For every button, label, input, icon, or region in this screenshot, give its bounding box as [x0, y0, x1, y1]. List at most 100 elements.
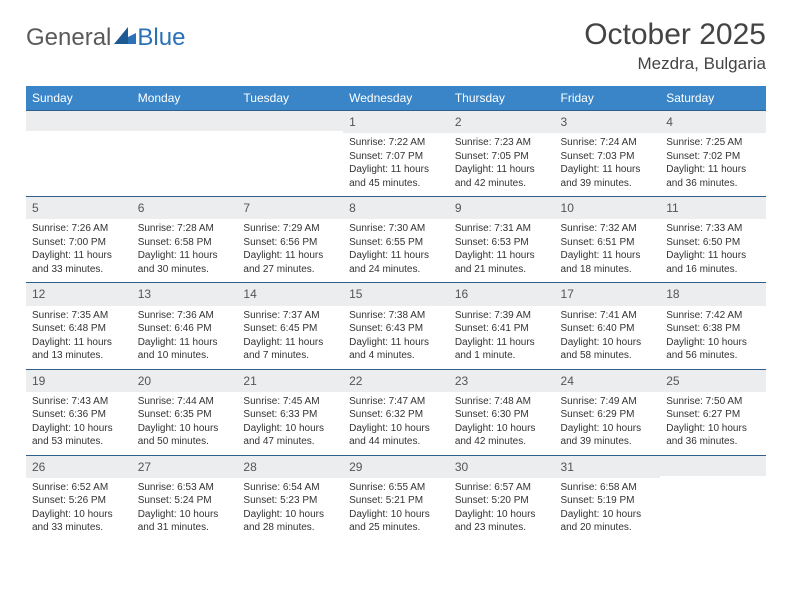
day-number: 25 [660, 369, 766, 392]
sunrise-label: Sunrise: 7:43 AM [32, 396, 108, 407]
calendar-cell: 12Sunrise: 7:35 AMSunset: 6:48 PMDayligh… [26, 282, 132, 368]
sunset-label: Sunset: 6:51 PM [561, 237, 635, 248]
day-number: 27 [132, 455, 238, 478]
day-body: Sunrise: 7:42 AMSunset: 6:38 PMDaylight:… [660, 306, 766, 369]
sunrise-label: Sunrise: 7:50 AM [666, 396, 742, 407]
day-body: Sunrise: 7:39 AMSunset: 6:41 PMDaylight:… [449, 306, 555, 369]
day-body: Sunrise: 7:32 AMSunset: 6:51 PMDaylight:… [555, 219, 661, 282]
day-body: Sunrise: 7:36 AMSunset: 6:46 PMDaylight:… [132, 306, 238, 369]
sunset-label: Sunset: 6:43 PM [349, 323, 423, 334]
daylight-label: Daylight: 10 hours and 42 minutes. [455, 423, 536, 448]
calendar-cell: 19Sunrise: 7:43 AMSunset: 6:36 PMDayligh… [26, 369, 132, 455]
sunrise-label: Sunrise: 7:37 AM [243, 310, 319, 321]
daylight-label: Daylight: 10 hours and 47 minutes. [243, 423, 324, 448]
calendar-cell: 1 Sunrise: 7:22 AM Sunset: 7:07 PM Daylight… [343, 110, 449, 196]
day-body: Sunrise: 7:28 AMSunset: 6:58 PMDaylight:… [132, 219, 238, 282]
daylight-label: Daylight: 11 hours and 30 minutes. [138, 250, 218, 275]
day-body: Sunrise: 7:22 AM Sunset: 7:07 PM Daylight:… [343, 133, 449, 196]
day-body: Sunrise: 7:41 AMSunset: 6:40 PMDaylight:… [555, 306, 661, 369]
day-body: Sunrise: 7:31 AMSunset: 6:53 PMDaylight:… [449, 219, 555, 282]
daylight-label: Daylight: 10 hours and 50 minutes. [138, 423, 219, 448]
sunrise-label: Sunrise: 7:23 AM [455, 137, 531, 148]
calendar-cell: 27Sunrise: 6:53 AMSunset: 5:24 PMDayligh… [132, 455, 238, 541]
calendar-cell [132, 110, 238, 196]
calendar-week-row: 5Sunrise: 7:26 AMSunset: 7:00 PMDaylight… [26, 196, 766, 282]
weekday-header: Thursday [449, 86, 555, 110]
sunrise-label: Sunrise: 7:26 AM [32, 223, 108, 234]
day-body: Sunrise: 6:53 AMSunset: 5:24 PMDaylight:… [132, 478, 238, 541]
sunrise-label: Sunrise: 7:25 AM [666, 137, 742, 148]
sunset-label: Sunset: 6:30 PM [455, 409, 529, 420]
title-block: October 2025 Mezdra, Bulgaria [584, 18, 766, 74]
day-number: 9 [449, 196, 555, 219]
daylight-label: Daylight: 10 hours and 36 minutes. [666, 423, 747, 448]
daylight-label: Daylight: 11 hours and 24 minutes. [349, 250, 429, 275]
daylight-label: Daylight: 10 hours and 56 minutes. [666, 337, 747, 362]
day-body: Sunrise: 7:45 AMSunset: 6:33 PMDaylight:… [237, 392, 343, 455]
logo-text-general: General [26, 24, 111, 52]
calendar-cell: 22Sunrise: 7:47 AMSunset: 6:32 PMDayligh… [343, 369, 449, 455]
calendar-cell: 17Sunrise: 7:41 AMSunset: 6:40 PMDayligh… [555, 282, 661, 368]
day-body: Sunrise: 7:29 AMSunset: 6:56 PMDaylight:… [237, 219, 343, 282]
daylight-label: Daylight: 11 hours and 10 minutes. [138, 337, 218, 362]
day-body: Sunrise: 7:49 AMSunset: 6:29 PMDaylight:… [555, 392, 661, 455]
day-number: 14 [237, 282, 343, 305]
day-body: Sunrise: 7:44 AMSunset: 6:35 PMDaylight:… [132, 392, 238, 455]
weekday-header: Wednesday [343, 86, 449, 110]
calendar-table: SundayMondayTuesdayWednesdayThursdayFrid… [26, 86, 766, 541]
sunrise-label: Sunrise: 7:24 AM [561, 137, 637, 148]
day-body: Sunrise: 7:47 AMSunset: 6:32 PMDaylight:… [343, 392, 449, 455]
sunrise-label: Sunrise: 7:22 AM [349, 137, 425, 148]
calendar-cell: 31Sunrise: 6:58 AMSunset: 5:19 PMDayligh… [555, 455, 661, 541]
day-body: Sunrise: 7:50 AMSunset: 6:27 PMDaylight:… [660, 392, 766, 455]
calendar-cell: 11Sunrise: 7:33 AMSunset: 6:50 PMDayligh… [660, 196, 766, 282]
day-body: Sunrise: 7:38 AMSunset: 6:43 PMDaylight:… [343, 306, 449, 369]
sunrise-label: Sunrise: 7:33 AM [666, 223, 742, 234]
sunrise-label: Sunrise: 7:42 AM [666, 310, 742, 321]
sunrise-label: Sunrise: 6:58 AM [561, 482, 637, 493]
sunrise-label: Sunrise: 7:30 AM [349, 223, 425, 234]
sunset-label: Sunset: 6:53 PM [455, 237, 529, 248]
day-number: 1 [343, 110, 449, 133]
calendar-cell [26, 110, 132, 196]
calendar-cell [660, 455, 766, 541]
sunset-label: Sunset: 7:07 PM [349, 151, 423, 162]
day-number: 17 [555, 282, 661, 305]
sunrise-label: Sunrise: 7:49 AM [561, 396, 637, 407]
calendar-cell: 2Sunrise: 7:23 AMSunset: 7:05 PMDaylight… [449, 110, 555, 196]
daylight-label: Daylight: 11 hours and 45 minutes. [349, 164, 429, 189]
day-number: 10 [555, 196, 661, 219]
day-body: Sunrise: 6:54 AMSunset: 5:23 PMDaylight:… [237, 478, 343, 541]
day-number: 31 [555, 455, 661, 478]
day-number: 4 [660, 110, 766, 133]
daylight-label: Daylight: 10 hours and 58 minutes. [561, 337, 642, 362]
empty-day-header [26, 110, 132, 131]
day-number: 21 [237, 369, 343, 392]
empty-day-body [132, 131, 238, 189]
sunset-label: Sunset: 5:23 PM [243, 495, 317, 506]
day-number: 22 [343, 369, 449, 392]
day-number: 12 [26, 282, 132, 305]
day-number: 29 [343, 455, 449, 478]
daylight-label: Daylight: 11 hours and 42 minutes. [455, 164, 535, 189]
day-body: Sunrise: 7:25 AMSunset: 7:02 PMDaylight:… [660, 133, 766, 196]
day-number: 8 [343, 196, 449, 219]
day-number: 7 [237, 196, 343, 219]
day-number: 5 [26, 196, 132, 219]
daylight-label: Daylight: 10 hours and 39 minutes. [561, 423, 642, 448]
daylight-label: Daylight: 11 hours and 16 minutes. [666, 250, 746, 275]
daylight-label: Daylight: 11 hours and 13 minutes. [32, 337, 112, 362]
sunset-label: Sunset: 6:35 PM [138, 409, 212, 420]
day-body: Sunrise: 7:26 AMSunset: 7:00 PMDaylight:… [26, 219, 132, 282]
sunrise-label: Sunrise: 7:41 AM [561, 310, 637, 321]
sunset-label: Sunset: 6:33 PM [243, 409, 317, 420]
weekday-header: Friday [555, 86, 661, 110]
daylight-label: Daylight: 10 hours and 28 minutes. [243, 509, 324, 534]
sunset-label: Sunset: 6:36 PM [32, 409, 106, 420]
header: General Blue October 2025 Mezdra, Bulgar… [26, 18, 766, 74]
empty-day-header [237, 110, 343, 131]
day-body: Sunrise: 7:23 AMSunset: 7:05 PMDaylight:… [449, 133, 555, 196]
page-title: October 2025 [584, 18, 766, 52]
day-number: 26 [26, 455, 132, 478]
sunrise-label: Sunrise: 7:32 AM [561, 223, 637, 234]
